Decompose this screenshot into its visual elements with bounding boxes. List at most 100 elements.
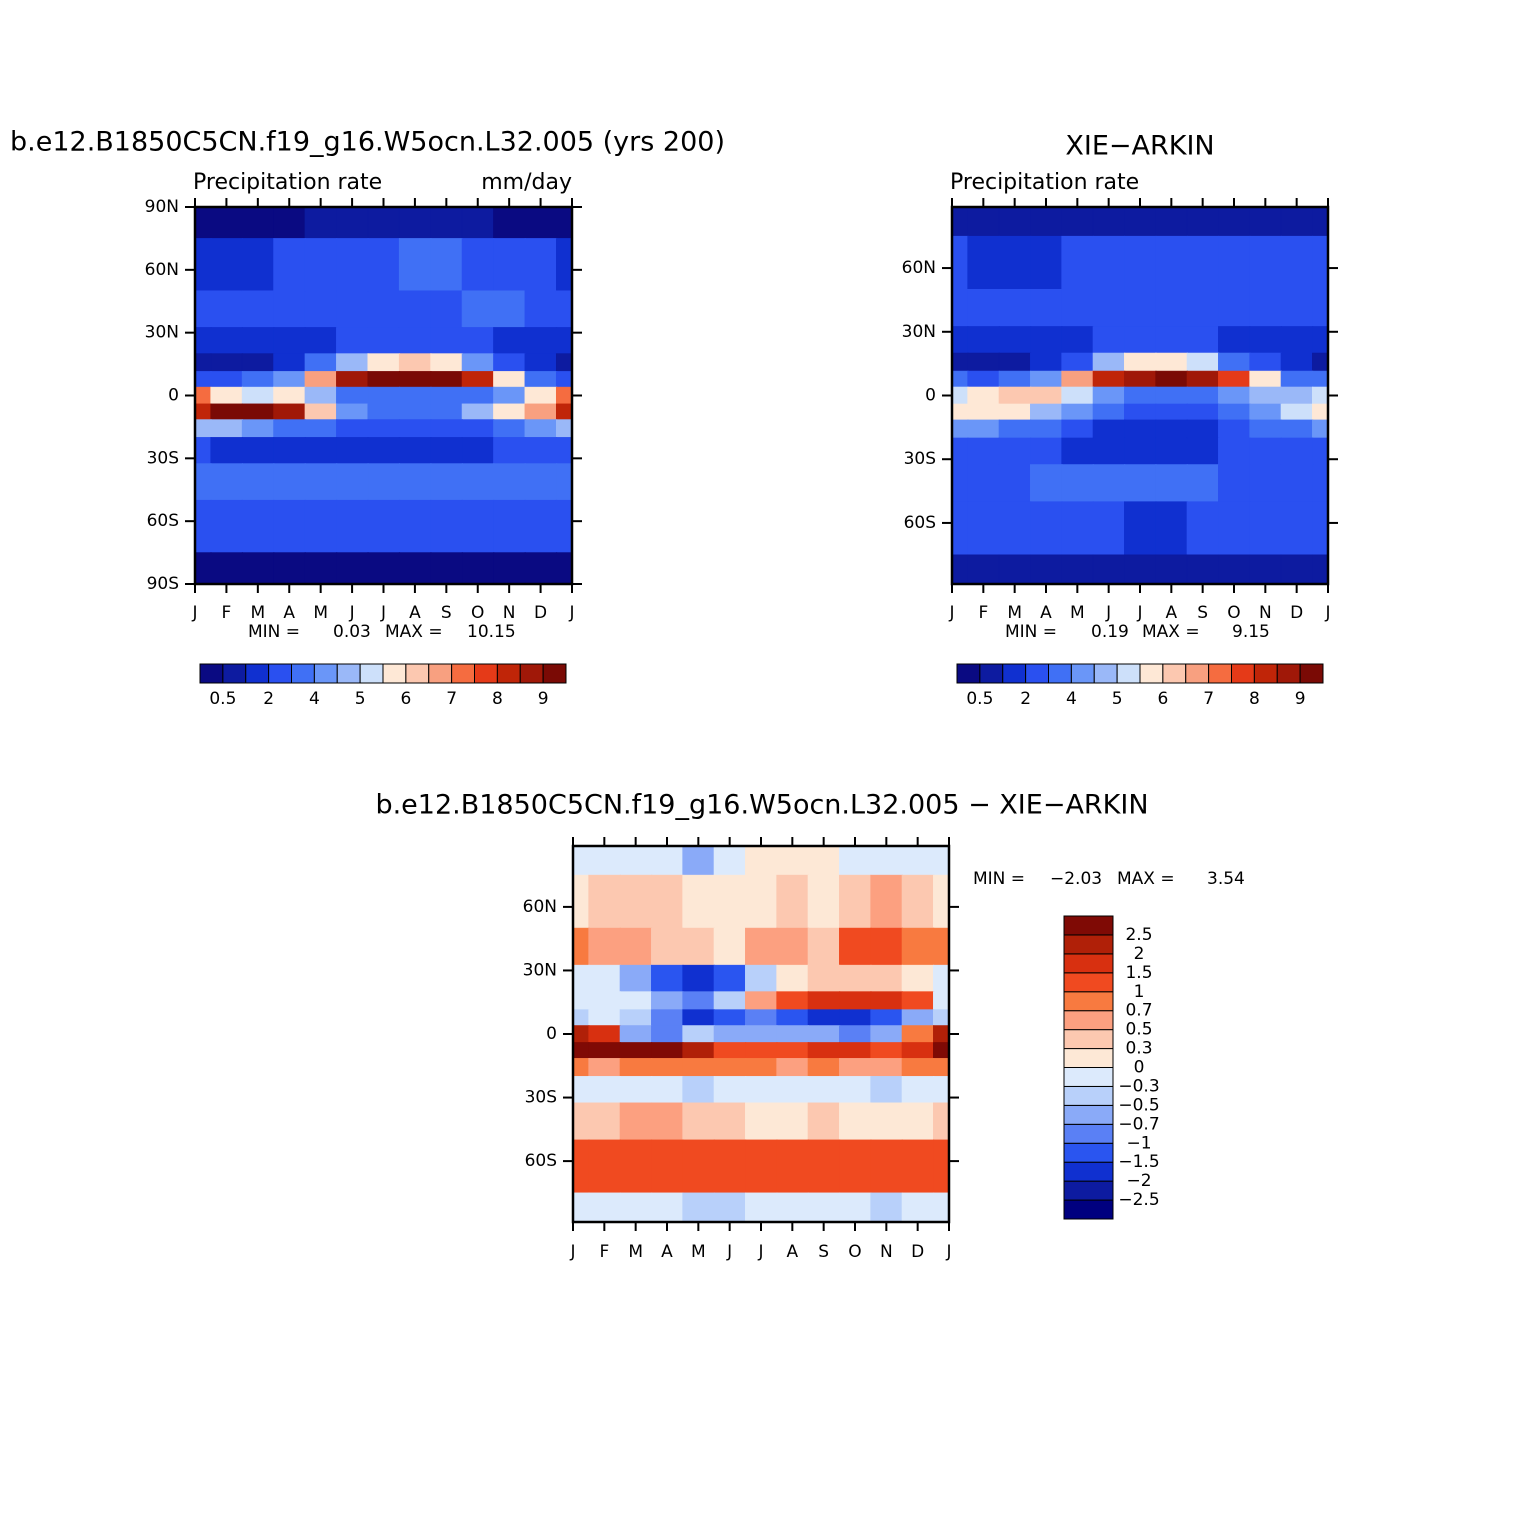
cell: [555, 499, 572, 554]
cell: [1030, 437, 1063, 466]
cell: [933, 1076, 949, 1104]
cell: [398, 403, 432, 421]
cell: [1186, 326, 1220, 354]
x-tick-label: J: [948, 603, 954, 623]
x-tick-label: A: [409, 603, 421, 623]
colorbar-box: [1063, 1085, 1114, 1106]
colorbar-label: −1.5: [1118, 1152, 1159, 1172]
cell: [870, 874, 903, 929]
cell: [952, 554, 969, 584]
cell: [398, 290, 432, 329]
colorbar-box: [1093, 663, 1118, 684]
cell: [1124, 386, 1157, 405]
cell: [651, 991, 684, 1011]
cell: [1186, 235, 1220, 291]
cell: [1092, 554, 1126, 584]
field: [195, 207, 572, 584]
cell: [1092, 464, 1126, 503]
cell: [619, 1192, 653, 1222]
cell: [839, 964, 872, 993]
cell: [1092, 235, 1126, 291]
cell: [461, 290, 495, 329]
cell: [273, 463, 306, 502]
cell: [870, 1139, 903, 1194]
x-tick-label: F: [978, 603, 988, 623]
cell: [1218, 419, 1251, 439]
cell: [745, 1009, 778, 1027]
x-tick-label: O: [471, 603, 484, 623]
colorbar-label: 2: [263, 689, 274, 709]
cell: [398, 386, 432, 405]
cell: [555, 386, 572, 405]
colorbar-box: [268, 663, 292, 684]
cell: [713, 1076, 747, 1104]
cell: [807, 1192, 841, 1222]
cell: [210, 327, 244, 355]
cell: [241, 353, 275, 373]
colorbar-box: [1063, 953, 1114, 974]
colorbar-box: [1063, 972, 1114, 993]
colorbar-box: [1208, 663, 1232, 684]
cell: [1124, 289, 1157, 328]
cell: [555, 371, 572, 389]
cell: [241, 207, 275, 240]
x-tick-label: D: [534, 603, 547, 623]
colorbar-label: 8: [1249, 689, 1260, 709]
colorbar-label: 5: [355, 689, 366, 709]
cell: [367, 371, 401, 389]
x-tick-label: F: [222, 603, 232, 623]
cell: [745, 991, 778, 1011]
cell: [555, 403, 572, 421]
cell: [1092, 501, 1126, 556]
cell: [555, 463, 572, 502]
cell: [713, 1192, 747, 1222]
cell: [998, 419, 1032, 439]
cell: [1092, 386, 1126, 405]
cell: [682, 874, 715, 929]
colorbar-label: 0: [1134, 1058, 1145, 1078]
cell: [1249, 419, 1282, 439]
cell: [807, 1139, 841, 1194]
cell: [524, 238, 558, 292]
cell: [367, 353, 401, 373]
cell: [682, 1009, 715, 1027]
cell: [651, 1102, 684, 1141]
cell: [952, 419, 969, 439]
cell: [682, 1025, 715, 1044]
cell: [430, 499, 463, 554]
cell: [367, 327, 401, 355]
cell: [304, 327, 338, 355]
cell: [1124, 464, 1157, 503]
y-tick-label: 30N: [523, 960, 557, 980]
colorbar-label: 6: [400, 689, 411, 709]
cell: [1061, 352, 1094, 372]
cell: [210, 238, 244, 292]
cell: [901, 1025, 935, 1044]
cell: [1155, 386, 1188, 405]
colorbar-label: 9: [1295, 689, 1306, 709]
cell: [461, 353, 495, 373]
colorbar-box: [313, 663, 338, 684]
cell: [461, 386, 495, 405]
cell: [1092, 352, 1126, 372]
cell: [1155, 207, 1188, 238]
cell: [461, 238, 495, 292]
cell: [901, 1139, 935, 1194]
cell: [588, 1076, 621, 1104]
cell: [745, 1025, 778, 1044]
x-tick-label: J: [1136, 603, 1142, 623]
cell: [839, 1076, 872, 1104]
cell: [430, 371, 463, 389]
cell: [998, 464, 1032, 503]
cell: [336, 552, 369, 584]
cell: [573, 1058, 590, 1078]
cell: [807, 991, 841, 1011]
cell: [1218, 403, 1251, 421]
stat-min: −2.03: [1050, 869, 1102, 889]
cell: [1218, 326, 1251, 354]
cell: [588, 1058, 621, 1078]
cell: [398, 437, 432, 465]
cell: [430, 353, 463, 373]
cell: [430, 238, 463, 292]
colorbar-box: [1063, 1123, 1114, 1144]
